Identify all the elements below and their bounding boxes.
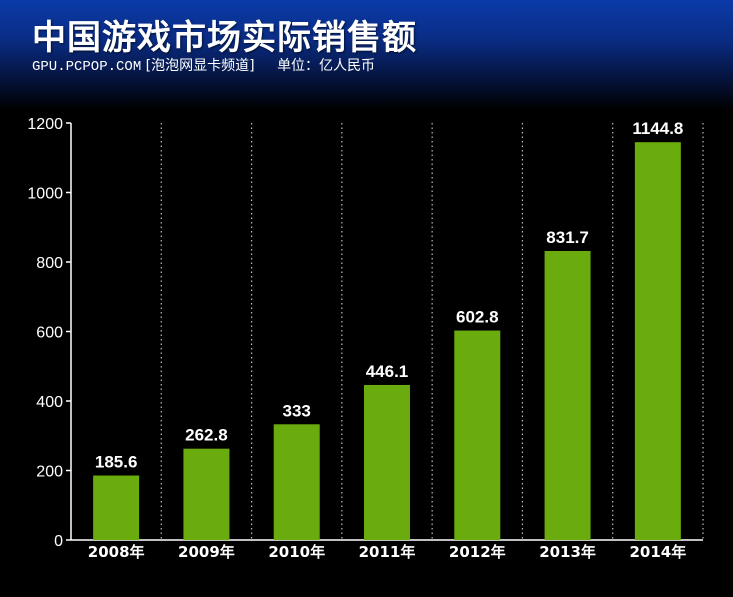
bar bbox=[454, 330, 501, 540]
y-tick-label: 0 bbox=[54, 533, 63, 550]
y-tick-label: 600 bbox=[36, 325, 63, 342]
x-tick-label: 2008年 bbox=[88, 543, 145, 561]
x-tick-label: 2011年 bbox=[359, 543, 416, 561]
x-tick-label: 2012年 bbox=[449, 543, 506, 561]
data-label: 1144.8 bbox=[632, 119, 683, 138]
y-tick-label: 200 bbox=[36, 464, 63, 481]
y-tick-label: 800 bbox=[36, 255, 63, 272]
data-label: 602.8 bbox=[456, 308, 499, 327]
data-label: 262.8 bbox=[185, 426, 228, 445]
bar bbox=[273, 424, 320, 540]
data-label: 446.1 bbox=[366, 362, 409, 381]
x-tick-label: 2014年 bbox=[629, 543, 686, 561]
bar bbox=[364, 384, 410, 540]
data-label: 831.7 bbox=[546, 228, 589, 247]
y-tick-label: 1200 bbox=[27, 116, 63, 133]
data-label: 185.6 bbox=[95, 453, 138, 472]
unit-text: 单位：亿人民币 bbox=[277, 58, 376, 74]
channel-text: [泡泡网显卡频道] bbox=[145, 58, 255, 74]
bar bbox=[544, 250, 591, 540]
x-tick-label: 2013年 bbox=[539, 543, 596, 561]
x-tick-label: 2009年 bbox=[178, 543, 235, 561]
data-label: 333 bbox=[283, 401, 311, 420]
x-tick-label: 2010年 bbox=[268, 543, 325, 561]
bar bbox=[93, 475, 140, 540]
bar bbox=[634, 142, 681, 540]
chart-title: 中国游戏市场实际销售额 bbox=[32, 18, 417, 58]
y-tick-label: 1000 bbox=[27, 186, 63, 203]
bar bbox=[183, 448, 230, 540]
y-tick-label: 400 bbox=[36, 394, 63, 411]
header-banner bbox=[0, 0, 733, 110]
chart-subtitle: GPU.PCPOP.COM [泡泡网显卡频道] 单位：亿人民币 bbox=[32, 55, 375, 75]
source-text: GPU.PCPOP.COM bbox=[32, 59, 142, 75]
